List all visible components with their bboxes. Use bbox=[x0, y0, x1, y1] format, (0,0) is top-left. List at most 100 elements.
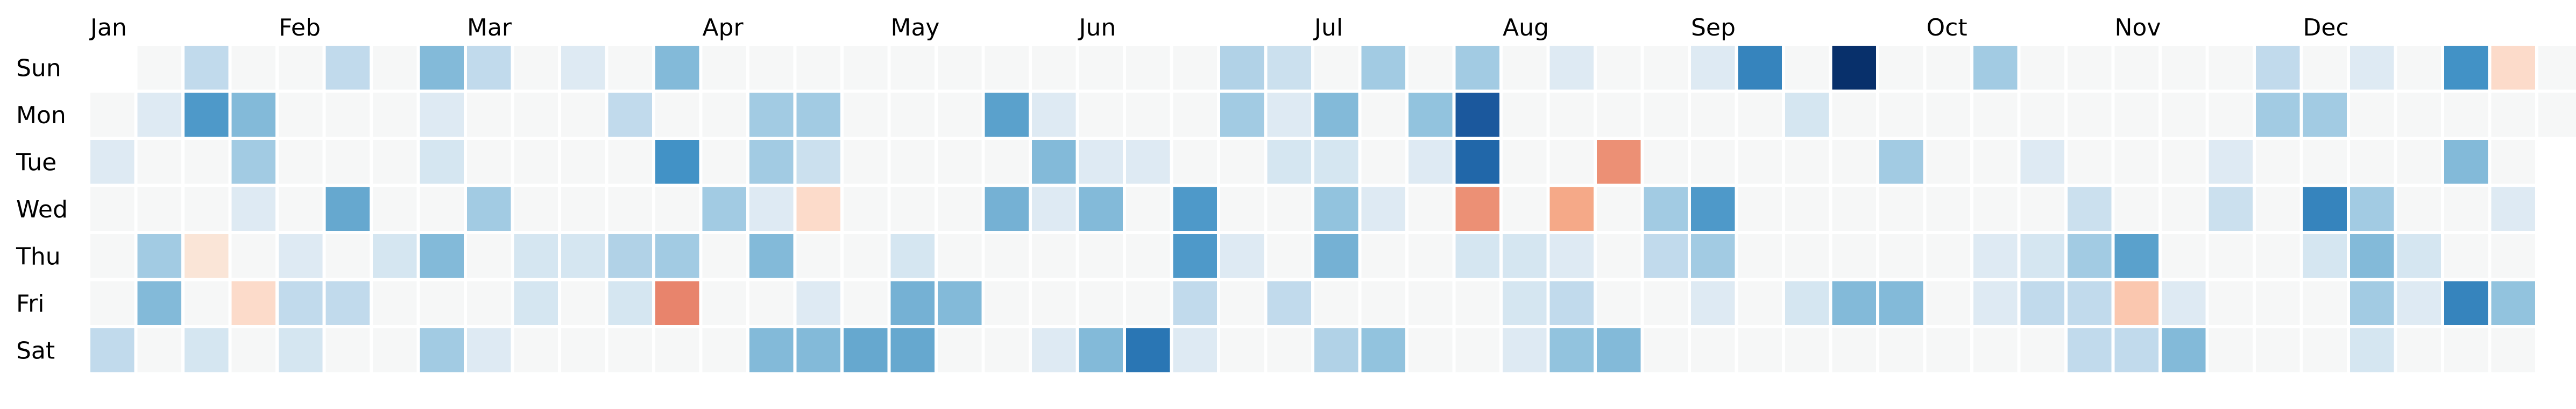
heatmap-cell bbox=[2350, 187, 2394, 231]
heatmap-cell bbox=[1409, 234, 1453, 278]
heatmap-cell bbox=[749, 234, 794, 278]
heatmap-cell bbox=[702, 281, 746, 325]
heatmap-cell bbox=[1644, 93, 1688, 137]
heatmap-cell bbox=[373, 234, 417, 278]
heatmap-cell bbox=[1879, 234, 1923, 278]
heatmap-cell bbox=[1267, 281, 1311, 325]
heatmap-cell bbox=[1361, 234, 1405, 278]
heatmap-cell bbox=[890, 46, 935, 90]
heatmap-cell bbox=[1785, 93, 1829, 137]
heatmap-cell bbox=[844, 187, 888, 231]
heatmap-cell bbox=[514, 281, 558, 325]
heatmap-cell bbox=[2068, 187, 2112, 231]
heatmap-cell bbox=[325, 234, 370, 278]
heatmap-cell bbox=[279, 140, 323, 184]
heatmap-cell bbox=[1220, 281, 1264, 325]
heatmap-cell bbox=[985, 93, 1029, 137]
heatmap-cell bbox=[2350, 281, 2394, 325]
heatmap-cell bbox=[1503, 93, 1547, 137]
heatmap-cell bbox=[890, 328, 935, 372]
heatmap-cell bbox=[1361, 93, 1405, 137]
heatmap-cell bbox=[1455, 328, 1499, 372]
heatmap-cell bbox=[2068, 93, 2112, 137]
heatmap-cell bbox=[1926, 328, 1970, 372]
heatmap-cell bbox=[2162, 187, 2206, 231]
heatmap-cell bbox=[2444, 187, 2488, 231]
heatmap-cell bbox=[1173, 328, 1217, 372]
heatmap-cell bbox=[514, 187, 558, 231]
heatmap-cell bbox=[1079, 140, 1123, 184]
heatmap-cell bbox=[1691, 187, 1735, 231]
heatmap-cell bbox=[2491, 187, 2535, 231]
heatmap-cell bbox=[890, 234, 935, 278]
heatmap-cell bbox=[2350, 328, 2394, 372]
heatmap-cell bbox=[1597, 281, 1641, 325]
heatmap-cell bbox=[1644, 187, 1688, 231]
heatmap-cell bbox=[1314, 328, 1358, 372]
heatmap-cell bbox=[1220, 140, 1264, 184]
heatmap-cell bbox=[1455, 46, 1499, 90]
heatmap-cell bbox=[1644, 328, 1688, 372]
heatmap-cell bbox=[231, 187, 275, 231]
heatmap-cell bbox=[185, 140, 229, 184]
heatmap-cell bbox=[1738, 46, 1782, 90]
heatmap-cell bbox=[1973, 140, 2018, 184]
heatmap-cell bbox=[1738, 328, 1782, 372]
heatmap-cell bbox=[137, 140, 181, 184]
heatmap-cell bbox=[1314, 281, 1358, 325]
heatmap-cell bbox=[2162, 328, 2206, 372]
heatmap-cell bbox=[325, 93, 370, 137]
heatmap-cell bbox=[1738, 140, 1782, 184]
heatmap-cell bbox=[90, 281, 135, 325]
heatmap-cell bbox=[938, 234, 982, 278]
heatmap-cell bbox=[137, 187, 181, 231]
heatmap-cell bbox=[2538, 93, 2576, 137]
heatmap-cell bbox=[796, 281, 840, 325]
heatmap-cell bbox=[467, 234, 511, 278]
heatmap-cell bbox=[1314, 187, 1358, 231]
heatmap-cell bbox=[1267, 140, 1311, 184]
heatmap-cell bbox=[2256, 328, 2300, 372]
month-label-nov: Nov bbox=[2115, 14, 2161, 41]
heatmap-cell bbox=[1079, 328, 1123, 372]
heatmap-cell bbox=[1926, 281, 1970, 325]
heatmap-cell bbox=[1503, 46, 1547, 90]
heatmap-cell bbox=[514, 140, 558, 184]
heatmap-cell bbox=[1126, 187, 1170, 231]
month-label-jul: Jul bbox=[1313, 14, 1343, 41]
heatmap-cell bbox=[2020, 234, 2064, 278]
heatmap-cell bbox=[1597, 234, 1641, 278]
heatmap-cell bbox=[2491, 328, 2535, 372]
heatmap-cell bbox=[1832, 281, 1876, 325]
heatmap-cell bbox=[185, 234, 229, 278]
heatmap-cell bbox=[655, 93, 699, 137]
heatmap-cell bbox=[1032, 328, 1076, 372]
heatmap-cell bbox=[2068, 140, 2112, 184]
heatmap-cell bbox=[655, 234, 699, 278]
heatmap-cell bbox=[890, 93, 935, 137]
heatmap-cell bbox=[561, 234, 605, 278]
heatmap-cell bbox=[1879, 46, 1923, 90]
heatmap-cell bbox=[2491, 93, 2535, 137]
heatmap-cell bbox=[1549, 281, 1594, 325]
heatmap-cell bbox=[90, 140, 135, 184]
heatmap-cell bbox=[1314, 234, 1358, 278]
weekday-label-wed: Wed bbox=[16, 196, 68, 223]
heatmap-cell bbox=[844, 281, 888, 325]
heatmap-cell bbox=[2114, 328, 2159, 372]
heatmap-cell bbox=[1079, 93, 1123, 137]
heatmap-cell bbox=[1267, 46, 1311, 90]
heatmap-cell bbox=[137, 281, 181, 325]
heatmap-cell bbox=[2209, 187, 2253, 231]
heatmap-cell bbox=[1832, 187, 1876, 231]
heatmap-cell bbox=[2256, 93, 2300, 137]
weekday-label-fri: Fri bbox=[16, 290, 44, 318]
weekday-label-sun: Sun bbox=[16, 55, 61, 82]
heatmap-cell bbox=[2350, 234, 2394, 278]
heatmap-cell bbox=[1267, 328, 1311, 372]
weekday-label-sat: Sat bbox=[16, 337, 55, 365]
heatmap-cell bbox=[1785, 281, 1829, 325]
heatmap-cell bbox=[608, 328, 652, 372]
heatmap-cell bbox=[1220, 328, 1264, 372]
heatmap-cell bbox=[1691, 140, 1735, 184]
